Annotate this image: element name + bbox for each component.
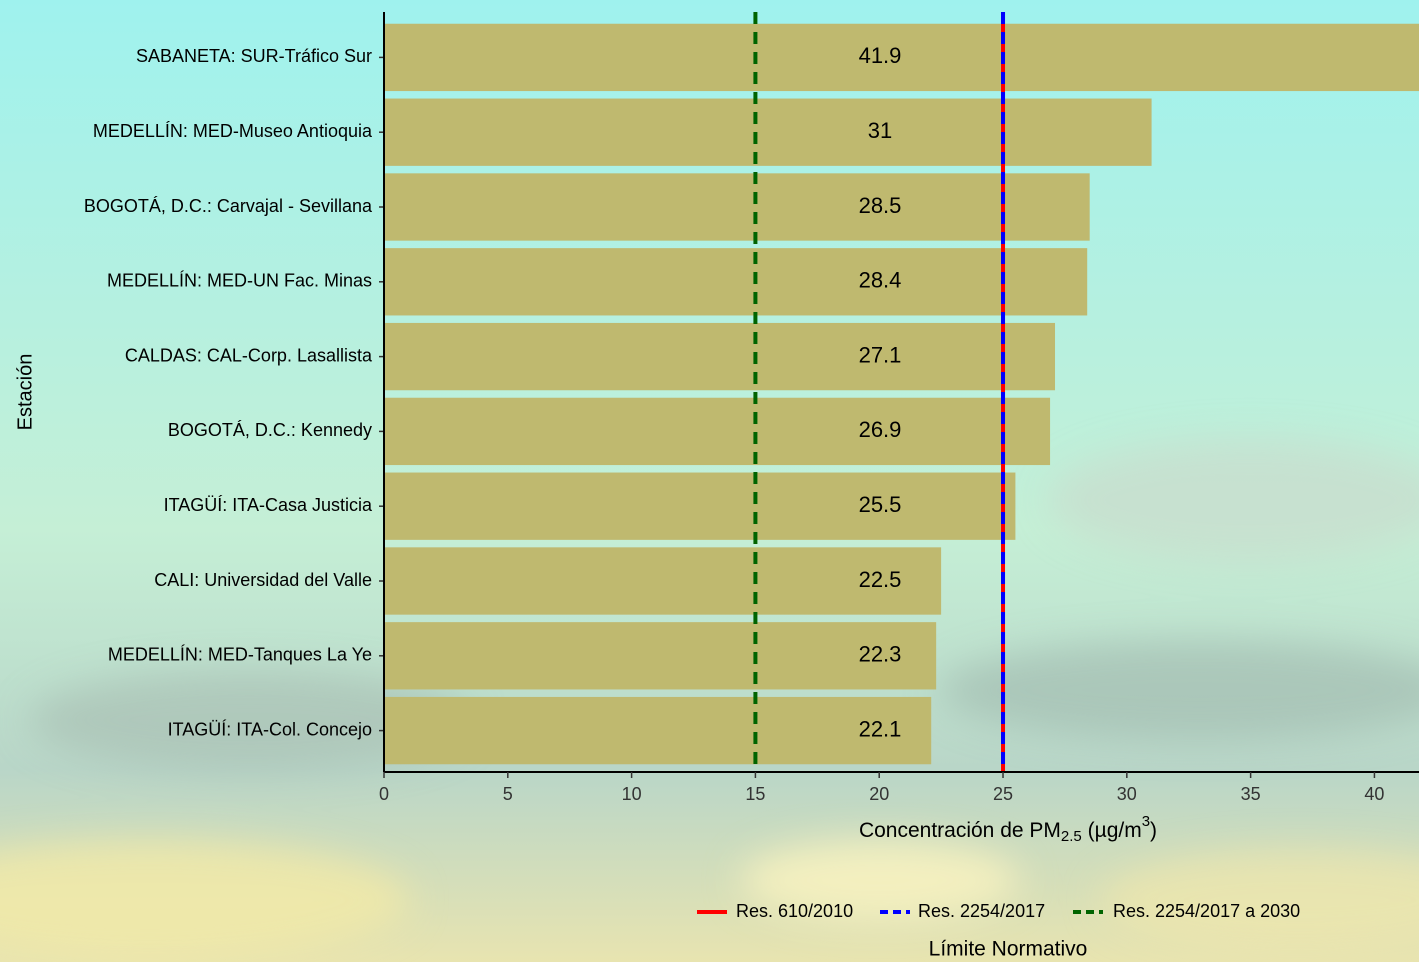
- y-tick-label: CALI: Universidad del Valle: [154, 570, 372, 590]
- bar: [384, 472, 1016, 540]
- y-tick-label: BOGOTÁ, D.C.: Kennedy: [168, 420, 372, 440]
- y-tick-label: CALDAS: CAL-Corp. Lasallista: [125, 345, 373, 365]
- bar: [384, 622, 937, 690]
- x-tick-label: 30: [1117, 784, 1137, 804]
- x-tick-label: 15: [745, 784, 765, 804]
- value-label: 31: [868, 118, 892, 143]
- bar: [384, 173, 1090, 241]
- x-tick-label: 10: [622, 784, 642, 804]
- plot-area: [384, 23, 1419, 765]
- y-tick-label: ITAGÜÍ: ITA-Casa Justicia: [164, 495, 373, 515]
- x-tick-label: 40: [1364, 784, 1384, 804]
- x-tick-label: 20: [869, 784, 889, 804]
- x-tick-label: 35: [1241, 784, 1261, 804]
- bar: [384, 547, 942, 615]
- x-tick-label: 25: [993, 784, 1013, 804]
- bar: [384, 696, 932, 765]
- x-axis-label: Concentración de PM2.5 (µg/m3): [859, 813, 1157, 845]
- bar: [384, 397, 1051, 466]
- y-tick-label: SABANETA: SUR-Tráfico Sur: [136, 46, 372, 66]
- bar: [384, 322, 1056, 391]
- legend-label: Res. 2254/2017 a 2030: [1113, 901, 1300, 921]
- y-tick-label: BOGOTÁ, D.C.: Carvajal - Sevillana: [84, 196, 373, 216]
- y-axis-label: Estación: [14, 354, 36, 431]
- y-tick-label: ITAGÜÍ: ITA-Col. Concejo: [168, 719, 372, 739]
- legend-label: Res. 610/2010: [736, 901, 853, 921]
- bar: [384, 23, 1419, 92]
- x-label-sup: 3: [1142, 813, 1150, 830]
- value-label: 28.5: [859, 193, 902, 218]
- value-label: 22.1: [859, 716, 902, 741]
- value-label: 25.5: [859, 492, 902, 517]
- y-tick-label: MEDELLÍN: MED-UN Fac. Minas: [107, 271, 372, 291]
- x-label-part: (µg/m: [1082, 819, 1142, 842]
- value-label: 22.3: [859, 642, 902, 667]
- x-label-part: Concentración de PM: [859, 819, 1061, 842]
- x-label-sub: 2.5: [1061, 828, 1082, 845]
- value-label: 41.9: [859, 43, 902, 68]
- x-tick-label: 0: [379, 784, 389, 804]
- y-tick-label: MEDELLÍN: MED-Museo Antioquia: [93, 121, 373, 141]
- bar: [384, 248, 1088, 316]
- x-tick-label: 5: [503, 784, 513, 804]
- value-label: 28.4: [859, 268, 902, 293]
- legend-label: Res. 2254/2017: [918, 901, 1045, 921]
- value-label: 26.9: [859, 417, 902, 442]
- x-label-part: ): [1150, 819, 1157, 842]
- y-tick-label: MEDELLÍN: MED-Tanques La Ye: [108, 645, 372, 665]
- bar: [384, 98, 1152, 166]
- value-label: 22.5: [859, 567, 902, 592]
- clouds: [0, 440, 1419, 960]
- legend-title: Límite Normativo: [929, 938, 1088, 961]
- value-label: 27.1: [859, 342, 902, 367]
